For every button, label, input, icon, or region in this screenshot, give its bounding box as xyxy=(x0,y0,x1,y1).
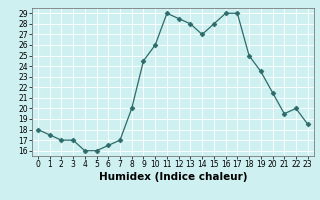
X-axis label: Humidex (Indice chaleur): Humidex (Indice chaleur) xyxy=(99,172,247,182)
